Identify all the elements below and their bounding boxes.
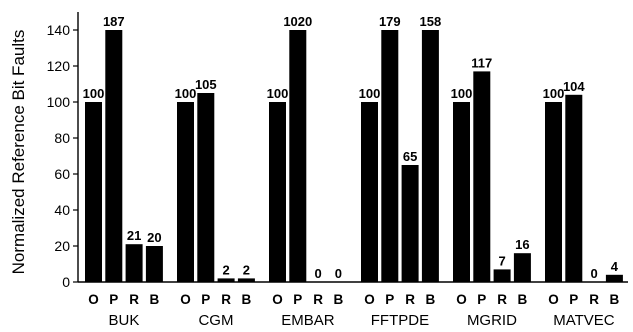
bar-series-letter: O: [364, 292, 375, 307]
bar-value-label: 100: [543, 86, 565, 101]
bar-value-label: 4: [611, 259, 619, 274]
bar-value-label: 1020: [283, 14, 312, 29]
bar-value-label: 100: [83, 86, 105, 101]
bar-series-letter: O: [548, 292, 559, 307]
bar-series-letter: P: [385, 292, 394, 307]
y-tick-label: 140: [47, 22, 71, 38]
y-axis-label: Normalized Reference Bit Faults: [9, 30, 28, 275]
bar: [453, 102, 470, 282]
bar: [85, 102, 102, 282]
bar: [545, 102, 562, 282]
group-label: MGRID: [467, 312, 517, 329]
bar: [421, 30, 439, 282]
bar: [605, 274, 623, 282]
bar-series-letter: O: [272, 292, 283, 307]
bar-series-letter: R: [497, 292, 507, 307]
bar-value-label: 100: [451, 86, 473, 101]
bar-series-letter: P: [201, 292, 210, 307]
bar-series-letter: O: [456, 292, 467, 307]
bar: [361, 102, 378, 282]
bar-value-label: 100: [359, 86, 381, 101]
bar-series-letter: R: [313, 292, 323, 307]
bar: [401, 165, 419, 282]
bar-value-label: 100: [175, 86, 197, 101]
bar: [217, 278, 235, 282]
bar-value-label: 21: [127, 228, 141, 243]
bar-value-label: 117: [471, 55, 492, 70]
y-tick-label: 120: [47, 58, 71, 74]
bar: [105, 30, 123, 282]
bar: [197, 93, 215, 282]
bar-series-letter: P: [569, 292, 578, 307]
bar-series-letter: R: [221, 292, 231, 307]
bar-series-letter: R: [405, 292, 415, 307]
bar-value-label: 187: [103, 14, 125, 29]
bar-value-label: 7: [498, 253, 505, 268]
bar-value-label: 2: [222, 262, 229, 277]
bar-series-letter: B: [334, 292, 344, 307]
y-tick-label: 60: [54, 166, 70, 182]
bar-value-label: 105: [195, 77, 217, 92]
bar: [381, 30, 399, 282]
bar-value-label: 2: [243, 262, 250, 277]
bar: [237, 278, 255, 282]
bar-value-label: 0: [590, 266, 597, 281]
bar-value-label: 20: [147, 230, 161, 245]
bar-value-label: 158: [420, 14, 442, 29]
bar: [493, 269, 511, 282]
bar-value-label: 65: [403, 149, 417, 164]
group-label: CGM: [198, 312, 233, 329]
bar-series-letter: O: [180, 292, 191, 307]
group-label: MATVEC: [553, 312, 615, 329]
y-tick-label: 100: [47, 94, 71, 110]
group-label: BUK: [109, 312, 140, 329]
bar: [473, 71, 491, 283]
bar-series-letter: O: [88, 292, 99, 307]
bar-value-label: 0: [314, 266, 321, 281]
bar-series-letter: P: [477, 292, 486, 307]
bar-value-label: 104: [563, 79, 585, 94]
bar-value-label: 16: [515, 237, 529, 252]
bar: [177, 102, 194, 282]
bar: [289, 30, 307, 282]
group-label: EMBAR: [281, 312, 335, 329]
bar: [125, 244, 143, 282]
bar-series-letter: B: [150, 292, 160, 307]
bar-series-letter: R: [589, 292, 599, 307]
bar-series-letter: P: [109, 292, 118, 307]
y-tick-label: 0: [62, 274, 70, 290]
bar-series-letter: B: [242, 292, 252, 307]
bar-series-letter: R: [129, 292, 139, 307]
bar-value-label: 100: [267, 86, 289, 101]
bar: [565, 94, 583, 282]
bar: [269, 102, 286, 282]
y-tick-label: 80: [54, 130, 70, 146]
bar-series-letter: P: [293, 292, 302, 307]
y-tick-label: 20: [54, 238, 70, 254]
bar-series-letter: B: [518, 292, 528, 307]
bar-value-label: 0: [335, 266, 342, 281]
group-label: FFTPDE: [371, 312, 429, 329]
y-tick-label: 40: [54, 202, 70, 218]
bar-value-label: 179: [379, 14, 401, 29]
bar-series-letter: B: [610, 292, 620, 307]
bar-series-letter: B: [426, 292, 436, 307]
bar: [513, 253, 531, 282]
bar: [145, 246, 163, 282]
